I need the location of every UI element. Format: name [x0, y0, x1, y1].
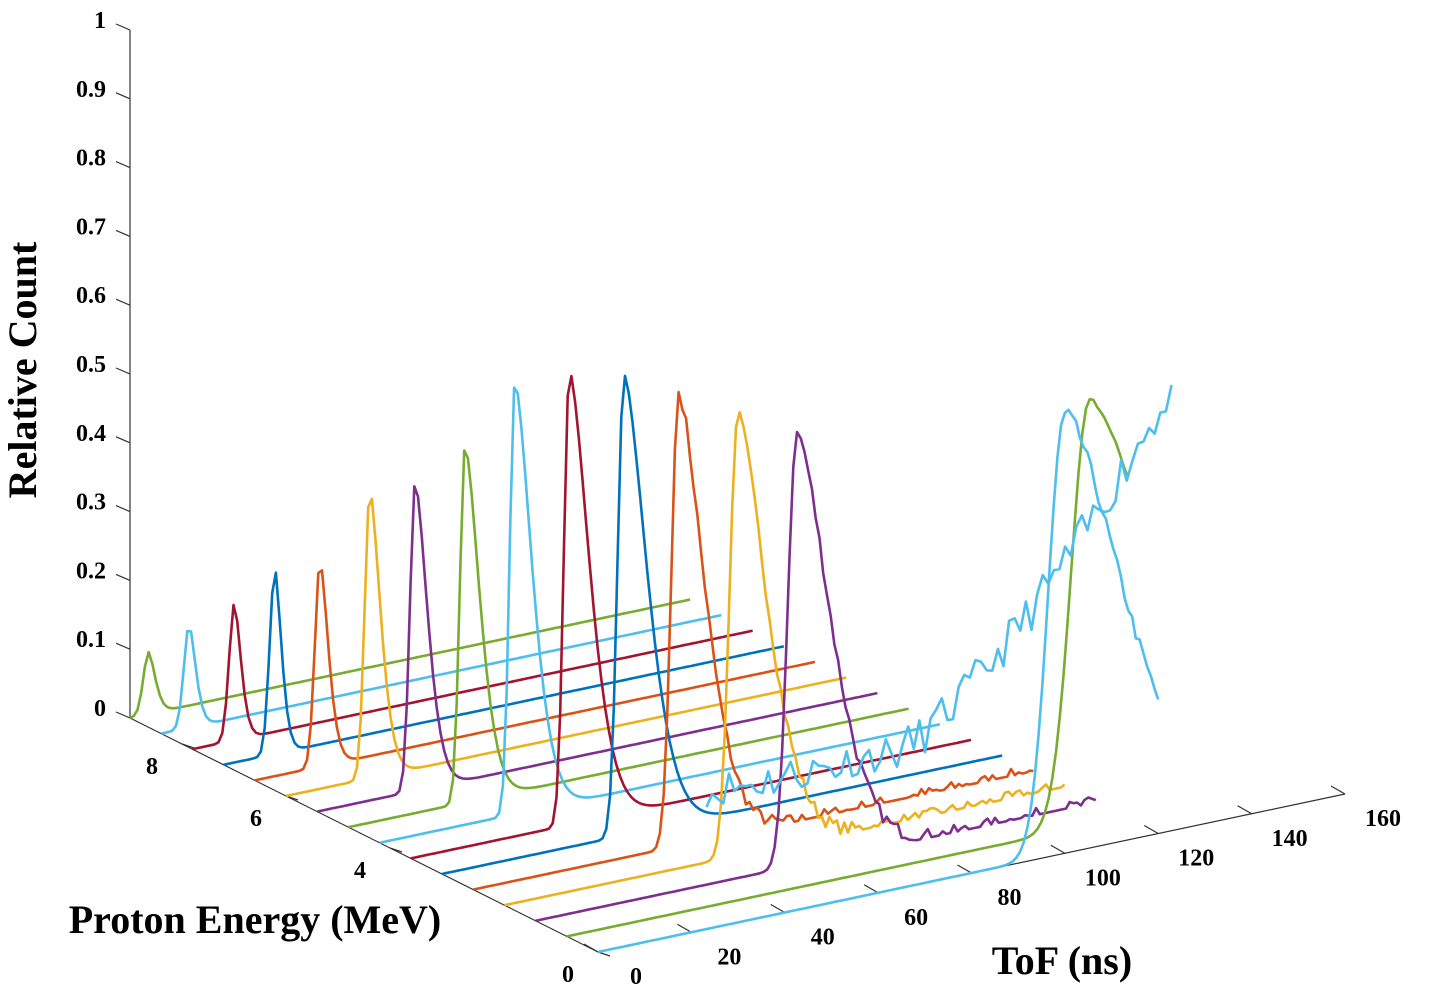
- x-tick-mark: [677, 923, 692, 933]
- series-group: [129, 374, 1173, 954]
- z-tick-label: 0.1: [76, 627, 106, 653]
- y-axis-line: [129, 717, 599, 953]
- z-tick-mark: [115, 505, 131, 513]
- series-line: [566, 397, 1129, 938]
- x-tick-mark: [1330, 785, 1346, 795]
- x-tick-label: 0: [630, 964, 642, 990]
- z-tick-mark: [115, 23, 131, 31]
- x-tick-mark: [770, 903, 786, 914]
- series-line: [472, 390, 1034, 891]
- y-tick-label: 4: [354, 858, 366, 884]
- x-tick-mark: [583, 943, 599, 953]
- series-line: [160, 613, 722, 735]
- z-tick-label: 0.6: [76, 283, 106, 309]
- z-tick-mark: [115, 161, 131, 169]
- x-tick-label: 40: [811, 925, 835, 951]
- series-line: [597, 408, 1160, 954]
- z-tick-mark: [115, 642, 131, 650]
- z-tick-mark: [115, 229, 131, 237]
- z-tick-label: 0.2: [76, 558, 106, 584]
- x-tick-mark: [957, 864, 972, 874]
- z-tick-label: 1: [94, 8, 106, 34]
- series-line: [441, 374, 1003, 876]
- series-line: [535, 430, 1097, 923]
- x-tick-mark: [1050, 844, 1066, 854]
- z-tick-mark: [115, 711, 131, 719]
- series-line: [129, 598, 691, 720]
- x-tick-label: 140: [1272, 826, 1308, 852]
- series-line: [379, 386, 941, 845]
- y-tick-label: 0: [562, 962, 574, 988]
- y-tick-label: 6: [250, 806, 262, 832]
- series-line: [348, 449, 909, 829]
- rising-tail-line: [705, 384, 1173, 808]
- z-tick-label: 0.9: [76, 77, 106, 103]
- z-tick-mark: [115, 573, 131, 581]
- axes-group: [115, 23, 1346, 957]
- x-tick-label: 120: [1178, 846, 1214, 872]
- z-tick-label: 0: [94, 696, 106, 722]
- x-tick-label: 100: [1085, 865, 1121, 891]
- series-line: [504, 410, 1066, 907]
- series-line: [410, 374, 972, 860]
- y-tick-mark: [389, 847, 403, 853]
- z-tick-mark: [115, 298, 131, 306]
- series-line: [285, 497, 847, 798]
- x-tick-mark: [1237, 805, 1252, 815]
- x-tick-label: 60: [904, 905, 928, 931]
- z-axis-title: Relative Count: [0, 241, 45, 498]
- series-line: [192, 603, 753, 751]
- labels-group: Relative Count Proton Energy (MeV) ToF (…: [0, 8, 1401, 990]
- x-axis-title: ToF (ns): [992, 938, 1132, 983]
- z-tick-mark: [115, 92, 131, 100]
- z-tick-label: 0.7: [76, 214, 106, 240]
- series-line: [223, 571, 785, 767]
- x-tick-label: 160: [1365, 806, 1401, 832]
- y-tick-mark: [181, 743, 195, 749]
- z-tick-label: 0.3: [76, 490, 106, 516]
- z-tick-mark: [115, 367, 131, 375]
- y-axis-title: Proton Energy (MeV): [69, 897, 442, 942]
- y-tick-label: 8: [146, 754, 158, 780]
- z-tick-label: 0.5: [76, 352, 106, 378]
- x-tick-label: 20: [717, 944, 741, 970]
- series-line: [254, 569, 816, 782]
- x-tick-mark: [1143, 824, 1159, 835]
- x-tick-label: 80: [998, 885, 1022, 911]
- x-tick-mark: [863, 884, 879, 894]
- z-tick-label: 0.4: [76, 421, 106, 447]
- z-tick-label: 0.8: [76, 146, 106, 172]
- z-tick-mark: [115, 436, 131, 444]
